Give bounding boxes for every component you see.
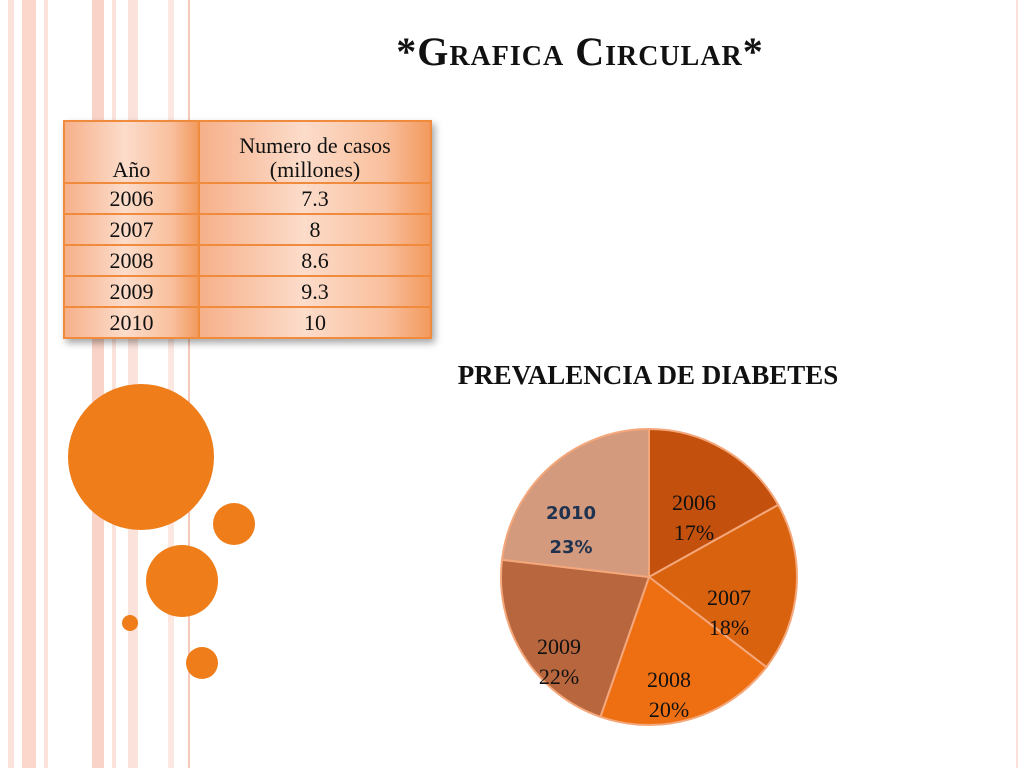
data-label-year: 2006 bbox=[672, 490, 716, 515]
table-row: 2007 8 bbox=[63, 213, 432, 246]
decorative-circle-tiny bbox=[122, 615, 138, 631]
table-row: 2006 7.3 bbox=[63, 182, 432, 215]
table-row: 2009 9.3 bbox=[63, 275, 432, 308]
table-cell-cases: 10 bbox=[198, 306, 432, 339]
pie-slice-2008 bbox=[599, 575, 768, 726]
table-cell-cases: 9.3 bbox=[198, 275, 432, 308]
table-cell-year: 2009 bbox=[63, 275, 200, 308]
pie-slice-2010 bbox=[500, 427, 650, 579]
pie-slice-2006 bbox=[648, 427, 780, 579]
table-row: 2010 10 bbox=[63, 306, 432, 339]
decorative-circle-large bbox=[68, 384, 214, 530]
table-header-row: Año Numero de casos (millones) bbox=[63, 120, 432, 184]
data-label-percent: 23% bbox=[549, 537, 592, 558]
decorative-circle-medium bbox=[146, 545, 218, 617]
table-cell-cases: 8.6 bbox=[198, 244, 432, 277]
decorative-circle-small bbox=[213, 503, 255, 545]
data-label-year: 2007 bbox=[707, 585, 751, 610]
data-label-year: 2010 bbox=[546, 503, 596, 524]
table-header-year: Año bbox=[63, 120, 200, 184]
decorative-right-line bbox=[1016, 0, 1018, 768]
pie-chart: 2006 17% 2007 18% 2008 20% 2009 22% 2010 23% bbox=[500, 427, 798, 726]
data-label-year: 2009 bbox=[537, 634, 581, 659]
table-row: 2008 8.6 bbox=[63, 244, 432, 277]
pie-slice-2007 bbox=[647, 503, 798, 669]
data-label-year: 2008 bbox=[647, 667, 691, 692]
data-label-percent: 22% bbox=[539, 664, 579, 689]
pie-slice-2009 bbox=[500, 558, 651, 719]
data-label-percent: 18% bbox=[709, 615, 749, 640]
data-label-percent: 20% bbox=[649, 697, 689, 722]
table-cell-cases: 8 bbox=[198, 213, 432, 246]
table-cell-year: 2006 bbox=[63, 182, 200, 215]
table-cell-year: 2008 bbox=[63, 244, 200, 277]
table-cell-year: 2007 bbox=[63, 213, 200, 246]
decorative-stripes bbox=[0, 0, 200, 768]
data-label-percent: 17% bbox=[674, 520, 714, 545]
table-cell-cases: 7.3 bbox=[198, 182, 432, 215]
decorative-circle-small-2 bbox=[186, 647, 218, 679]
table-cell-year: 2010 bbox=[63, 306, 200, 339]
data-table: Año Numero de casos (millones) 2006 7.3 … bbox=[63, 120, 432, 339]
chart-title: PREVALENCIA DE DIABETES bbox=[457, 360, 839, 390]
page-title: *Grafica Circular* bbox=[396, 29, 764, 74]
table-header-cases: Numero de casos (millones) bbox=[198, 120, 432, 184]
